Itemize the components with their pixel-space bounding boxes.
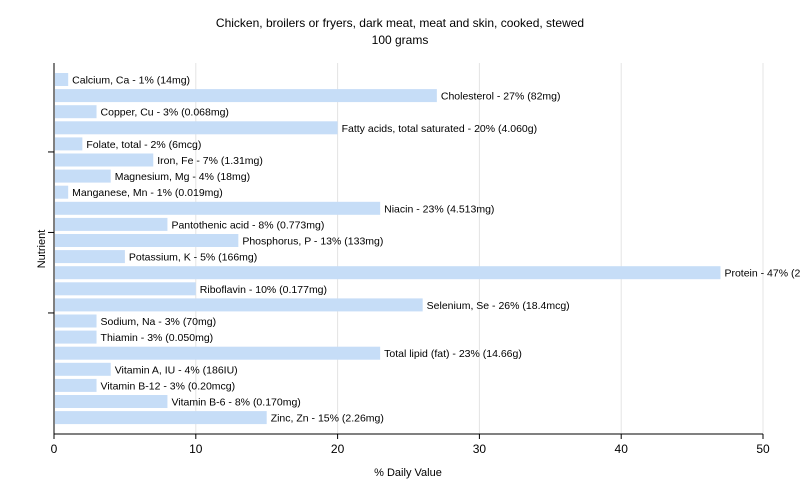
x-tick-label: 40 <box>615 442 629 456</box>
bar <box>55 185 69 199</box>
bar-labels: Calcium, Ca - 1% (14mg) Cholesterol - 27%… <box>72 75 800 425</box>
bar-label: Fatty acids, total saturated - 20% (4.06… <box>342 123 538 135</box>
bar <box>55 234 239 247</box>
bar-label: Thiamin - 3% (0.050mg) <box>101 332 214 344</box>
bar-label: Vitamin A, IU - 4% (186IU) <box>115 364 238 376</box>
bar <box>55 346 381 360</box>
bar <box>55 153 154 167</box>
bar-label: Total lipid (fat) - 23% (14.66g) <box>384 348 522 360</box>
chart-subtitle: 100 grams <box>372 33 429 47</box>
bar-label: Folate, total - 2% (6mcg) <box>86 139 201 151</box>
bar-label: Protein - 47% (23.50g) <box>724 268 800 280</box>
bar-label: Magnesium, Mg - 4% (18mg) <box>115 171 250 183</box>
bar <box>55 298 423 312</box>
bar <box>55 411 267 425</box>
bar <box>55 217 168 231</box>
x-axis-ticks: 0 10 20 30 40 50 <box>51 434 770 456</box>
bar <box>55 250 125 264</box>
bar <box>55 121 338 135</box>
bar <box>55 314 97 328</box>
bar <box>55 330 97 344</box>
bars <box>55 73 721 425</box>
x-tick-label: 50 <box>756 442 770 456</box>
bar <box>55 378 97 392</box>
bar-label: Iron, Fe - 7% (1.31mg) <box>157 155 263 167</box>
bar-label: Niacin - 23% (4.513mg) <box>384 203 494 215</box>
bar <box>55 169 111 183</box>
bar-label: Sodium, Na - 3% (70mg) <box>101 316 217 328</box>
bar <box>55 137 83 151</box>
bar <box>55 266 721 280</box>
bar-label: Cholesterol - 27% (82mg) <box>441 91 561 103</box>
y-axis-label: Nutrient <box>36 230 48 269</box>
x-tick-label: 0 <box>51 442 58 456</box>
x-tick-label: 30 <box>473 442 487 456</box>
bar <box>55 362 111 376</box>
bar-label: Riboflavin - 10% (0.177mg) <box>200 284 327 296</box>
bar <box>55 105 97 119</box>
y-axis-ticks <box>48 151 54 314</box>
bar <box>55 395 168 408</box>
bar-label: Vitamin B-6 - 8% (0.170mg) <box>171 397 300 409</box>
chart-title: Chicken, broilers or fryers, dark meat, … <box>216 16 584 30</box>
bar-label: Copper, Cu - 3% (0.068mg) <box>101 107 229 119</box>
bar-label: Manganese, Mn - 1% (0.019mg) <box>72 187 223 199</box>
bar-label: Calcium, Ca - 1% (14mg) <box>72 75 190 87</box>
x-tick-label: 20 <box>331 442 345 456</box>
bar <box>55 282 196 296</box>
x-axis-label: % Daily Value <box>374 467 442 479</box>
bar-label: Potassium, K - 5% (166mg) <box>129 252 257 264</box>
bar-label: Selenium, Se - 26% (18.4mcg) <box>427 300 570 312</box>
bar-label: Pantothenic acid - 8% (0.773mg) <box>171 219 324 231</box>
x-tick-label: 10 <box>189 442 203 456</box>
bar-label: Zinc, Zn - 15% (2.26mg) <box>271 413 384 425</box>
bar <box>55 73 69 86</box>
bar <box>55 89 437 103</box>
bar-label: Vitamin B-12 - 3% (0.20mcg) <box>101 380 236 392</box>
bar <box>55 201 381 215</box>
bar-label: Phosphorus, P - 13% (133mg) <box>242 236 383 248</box>
